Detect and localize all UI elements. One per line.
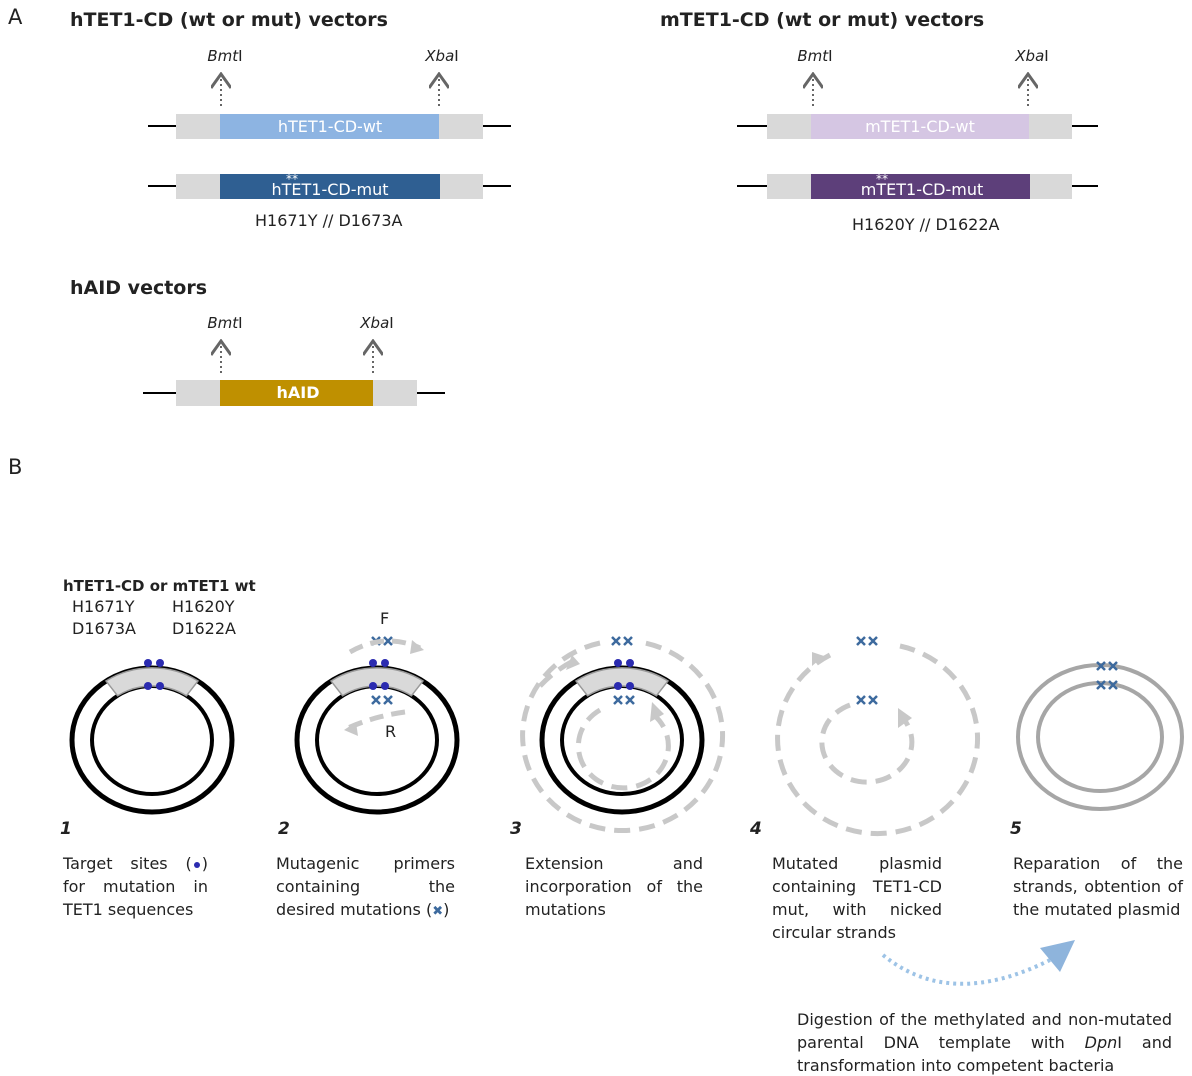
site-label: BmtI	[207, 312, 242, 334]
text: Target sites (	[63, 854, 192, 873]
primer-label: F	[380, 609, 390, 628]
step-number: 5	[1010, 819, 1022, 839]
site-name: D1673A	[72, 619, 136, 638]
mutation-label: H1671Y // D1673A	[255, 211, 403, 230]
insert-label: hTET1-CD-wt	[277, 117, 383, 136]
site-label: BmtI	[797, 45, 832, 67]
insert-label: hTET1-CD-mut	[271, 180, 389, 199]
text: Mutagenic primers containing the desired…	[276, 854, 455, 919]
step-text: Extension and incorporation of the mutat…	[525, 854, 703, 919]
section-title: hTET1-CD (wt or mut) vectors	[70, 9, 388, 31]
primer-label: R	[385, 722, 397, 741]
vector-diagrams	[143, 76, 1098, 406]
step-text: Target sites () for mutation in TET1 seq…	[63, 852, 208, 921]
mutation-marks: **	[286, 172, 298, 186]
panel-label: B	[8, 455, 23, 479]
step-number: 3	[510, 819, 522, 839]
mutagenesis-steps	[72, 635, 1184, 986]
step-text: Mutagenic primers containing the desired…	[276, 854, 455, 919]
mutation-label: H1620Y // D1622A	[852, 215, 1000, 234]
step-text: Reparation of the strands, obtention of …	[1013, 854, 1183, 919]
text: Bmt	[797, 47, 829, 65]
text: I	[238, 314, 243, 332]
site-label: XbaI	[1015, 45, 1048, 67]
text: ) for mutation in TET1 sequences	[63, 854, 208, 919]
text: Xba	[1015, 47, 1045, 65]
site-label: BmtI	[207, 45, 242, 67]
site-name: D1622A	[172, 619, 236, 638]
insert-label: mTET1-CD-wt	[865, 117, 975, 136]
step-number: 2	[278, 819, 290, 839]
site-name: H1671Y	[72, 597, 135, 616]
text: Bmt	[207, 47, 239, 65]
site-label: XbaI	[360, 312, 393, 334]
text: I	[238, 47, 243, 65]
mutation-marks: **	[876, 172, 888, 186]
insert-label: hAID	[276, 383, 320, 402]
step-text: Mutated plasmid containing TET1-CD mut, …	[772, 854, 942, 942]
panel-label: A	[8, 5, 23, 29]
text: I	[389, 314, 394, 332]
text: Dpn	[1084, 1033, 1118, 1052]
text: Digestion of the methylated and non-muta…	[797, 1010, 1172, 1052]
text: Xba	[360, 314, 390, 332]
text: Xba	[425, 47, 455, 65]
site-label: XbaI	[425, 45, 458, 67]
insert-label: mTET1-CD-mut	[860, 180, 984, 199]
text: I	[828, 47, 833, 65]
section-title: hAID vectors	[70, 277, 208, 299]
text: I	[454, 47, 459, 65]
digestion-text: Digestion of the methylated and non-muta…	[797, 1008, 1172, 1076]
site-name: H1620Y	[172, 597, 235, 616]
step-number: 4	[750, 819, 762, 839]
sites-title: hTET1-CD or mTET1 wt	[63, 577, 256, 595]
text: Bmt	[207, 314, 239, 332]
section-title: mTET1-CD (wt or mut) vectors	[660, 9, 985, 31]
text: I	[1044, 47, 1049, 65]
step-number: 1	[60, 819, 72, 839]
text: I and transformation into competent bact…	[797, 1033, 1173, 1075]
text: )	[443, 900, 450, 919]
